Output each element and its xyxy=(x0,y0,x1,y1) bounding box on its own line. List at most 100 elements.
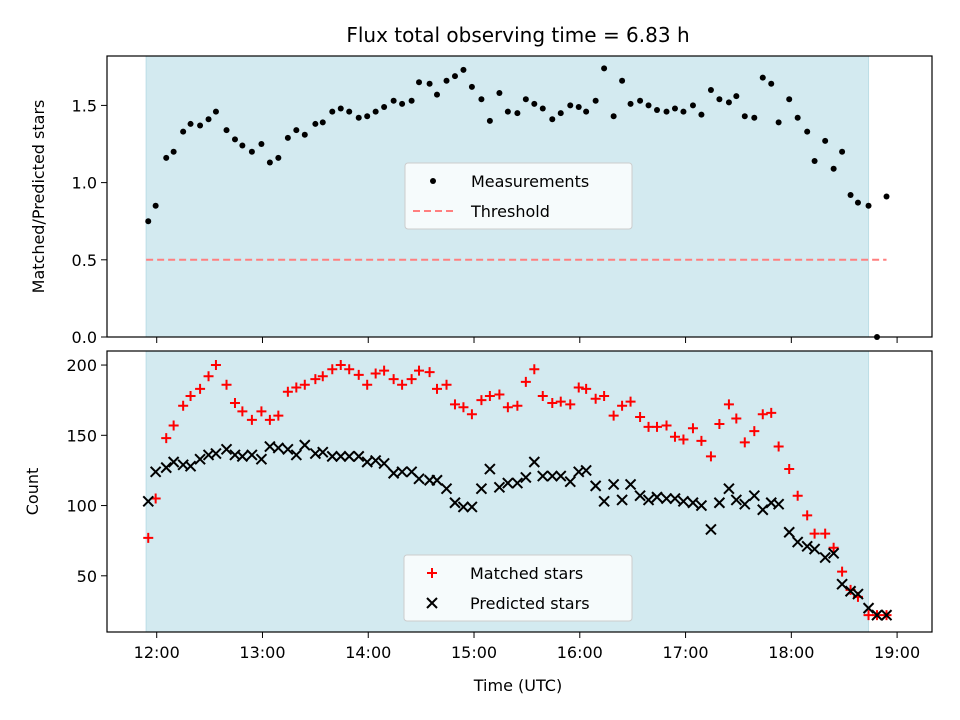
matched-star-point xyxy=(353,369,364,380)
measurement-point xyxy=(619,77,626,84)
matched-star-point xyxy=(547,397,558,408)
matched-star-point xyxy=(617,400,628,411)
predicted-star-point xyxy=(607,478,620,491)
matched-star-point xyxy=(590,393,601,404)
measurement-point xyxy=(319,119,326,126)
measurement-point xyxy=(399,100,406,107)
y-axis-label: Matched/Predicted stars xyxy=(29,100,48,294)
measurement-point xyxy=(145,218,152,225)
measurement-point xyxy=(248,148,255,155)
matched-star-point xyxy=(414,365,425,376)
predicted-star-point xyxy=(836,578,848,590)
measurement-point xyxy=(329,108,336,115)
matched-star-point xyxy=(749,426,760,437)
matched-star-point xyxy=(195,383,206,394)
matched-star-point xyxy=(555,396,566,407)
matched-star-point xyxy=(221,379,232,390)
measurement-point xyxy=(531,100,538,107)
measurement-point xyxy=(557,110,564,117)
measurement-point xyxy=(381,103,388,110)
predicted-star-point xyxy=(236,450,249,463)
predicted-star-point xyxy=(651,491,663,503)
predicted-star-point xyxy=(808,543,821,555)
predicted-star-point xyxy=(739,498,751,510)
predicted-star-point xyxy=(827,547,840,560)
predicted-star-point xyxy=(624,478,637,491)
matched-star-point xyxy=(317,371,328,382)
measurement-point xyxy=(601,65,608,72)
axes-frame xyxy=(106,55,933,338)
measurement-point xyxy=(680,108,687,115)
predicted-star-point xyxy=(871,609,883,621)
legend-label: Measurements xyxy=(471,172,589,191)
predicted-star-point xyxy=(220,443,233,456)
predicted-star-point xyxy=(369,454,382,467)
predicted-star-point xyxy=(705,523,717,536)
predicted-star-point xyxy=(511,477,524,489)
measurement-point xyxy=(794,114,801,121)
legend-label: Threshold xyxy=(470,202,550,221)
predicted-star-point xyxy=(449,497,461,509)
matched-star-point xyxy=(723,399,734,410)
measurement-point xyxy=(830,165,837,172)
matched-star-point xyxy=(168,420,179,431)
measurement-point xyxy=(205,116,212,123)
predicted-star-point xyxy=(290,449,303,461)
measurement-point xyxy=(231,136,238,143)
y-tick-label: 0.0 xyxy=(72,328,97,347)
matched-star-point xyxy=(625,396,636,407)
predicted-star-point xyxy=(528,456,541,468)
measurement-point xyxy=(504,108,511,115)
predicted-star-point xyxy=(457,501,470,513)
matched-star-point xyxy=(178,400,189,411)
measurement-point xyxy=(637,97,644,104)
legend-label: Matched stars xyxy=(470,564,583,583)
predicted-star-point xyxy=(757,504,769,516)
predicted-star-point xyxy=(353,450,365,463)
measurement-point xyxy=(180,128,187,135)
y-tick-label: 0.5 xyxy=(72,251,97,270)
predicted-star-point xyxy=(210,447,222,460)
matched-star-point xyxy=(210,360,221,371)
predicted-star-point xyxy=(317,446,329,458)
x-tick-label: 12:00 xyxy=(134,643,180,662)
matched-star-point xyxy=(299,379,310,390)
measurement-point xyxy=(592,97,599,104)
matched-star-point xyxy=(766,407,777,418)
matched-star-point xyxy=(229,397,240,408)
predicted-star-point xyxy=(440,482,453,495)
matched-star-point xyxy=(537,390,548,401)
measurement-point xyxy=(883,193,890,200)
predicted-star-point xyxy=(852,588,864,600)
y-tick-label: 200 xyxy=(66,356,97,375)
top-panel: 0.0 0.5 1.0 1.5 Matched/Predicted stars Measu… xyxy=(29,55,933,347)
predicted-star-point xyxy=(343,450,355,463)
predicted-star-point xyxy=(149,466,162,478)
predicted-star-point xyxy=(493,481,506,493)
matched-star-point xyxy=(203,371,214,382)
measurement-point xyxy=(275,154,282,161)
measurement-point xyxy=(460,66,467,73)
measurement-point xyxy=(522,96,529,103)
x-tick-label: 19:00 xyxy=(874,643,920,662)
measurement-point xyxy=(468,83,475,90)
matched-star-point xyxy=(573,382,584,393)
matched-star-point xyxy=(273,410,284,421)
matched-star-point xyxy=(388,374,399,385)
matched-star-point xyxy=(581,383,592,394)
y-tick-label: 50 xyxy=(77,567,97,586)
measurement-point xyxy=(416,79,423,86)
measurement-point xyxy=(223,127,230,134)
matched-star-point xyxy=(291,382,302,393)
measurement-point xyxy=(346,108,353,115)
predicted-star-point xyxy=(484,463,496,475)
predicted-star-point xyxy=(791,536,804,548)
measurement-point xyxy=(583,108,590,115)
measurement-point xyxy=(443,77,450,84)
matched-star-point xyxy=(327,364,338,375)
measurement-point xyxy=(301,131,308,138)
legend-measurement-marker xyxy=(430,178,436,184)
matched-star-point xyxy=(484,390,495,401)
matched-star-point xyxy=(466,409,477,420)
measurement-point xyxy=(187,120,194,127)
